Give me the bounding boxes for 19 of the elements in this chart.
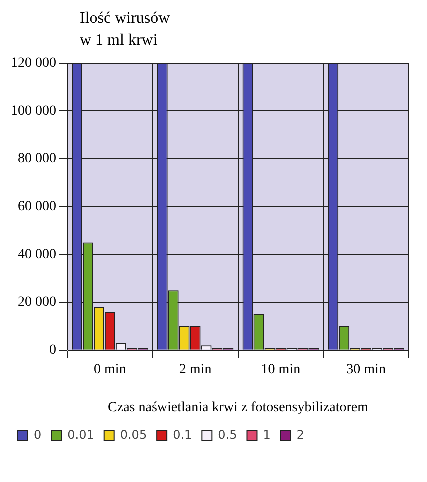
legend-label: 2 — [296, 428, 305, 442]
x-axis-title: Czas naświetlania krwi z fotosensybilizatorem — [108, 400, 369, 416]
y-tick-label: 40 000 — [18, 247, 56, 262]
legend-label: 0.1 — [173, 428, 192, 442]
legend-label: 0.01 — [68, 428, 94, 442]
y-tick-label: 120 000 — [11, 56, 56, 72]
y-tick-label: 100 000 — [11, 104, 56, 119]
x-tick-label: 0 min — [94, 362, 126, 378]
x-tick-label: 30 min — [346, 362, 386, 378]
y-tick-label: 80 000 — [18, 152, 56, 167]
y-tick-label: 20 000 — [18, 295, 56, 310]
x-tick-label: 10 min — [261, 362, 301, 378]
y-tick-label: 0 — [50, 343, 56, 358]
legend-label: 1 — [263, 428, 271, 442]
x-tick-label: 2 min — [179, 362, 212, 378]
y-axis-title: Ilość wirusów w 1 ml krwi — [80, 9, 172, 51]
legend-label: 0.5 — [218, 428, 238, 442]
legend-label: 0.05 — [120, 428, 148, 442]
y-tick-label: 60 000 — [18, 200, 56, 215]
